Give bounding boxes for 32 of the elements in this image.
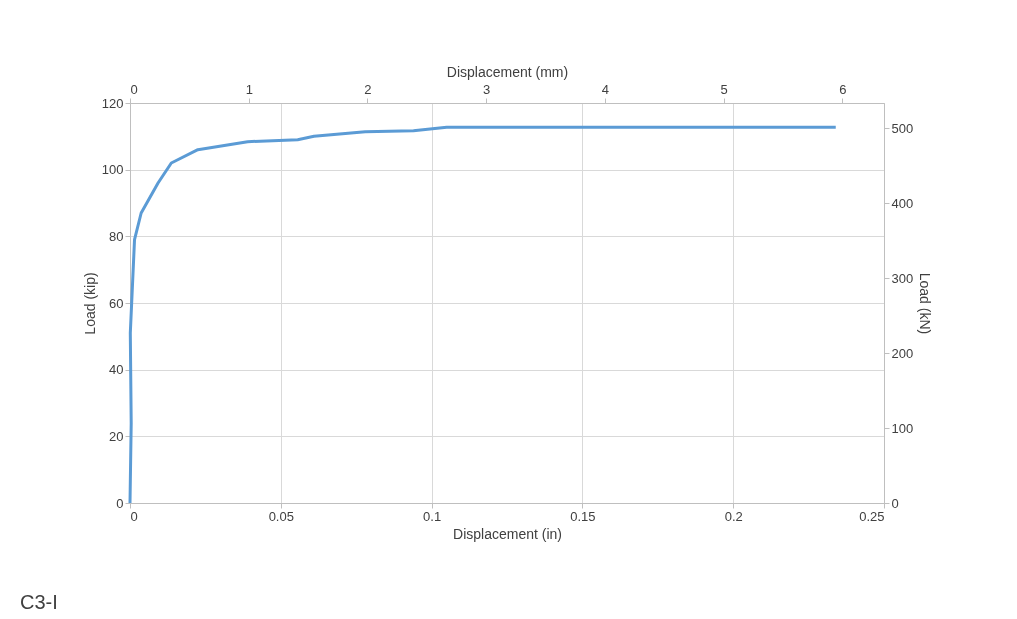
y2-tick-label: 400 [891, 195, 914, 211]
y2-tick-label: 100 [891, 420, 914, 436]
x-tick-label: 0.25 [859, 508, 885, 524]
x2-tick-label: 2 [364, 81, 372, 97]
x2-tick-label: 0 [130, 81, 138, 97]
y-tick-label: 0 [116, 495, 124, 511]
y2-tick-label: 500 [891, 120, 914, 136]
line-series [128, 125, 838, 505]
x-tick-label: 0 [130, 508, 138, 524]
x-tick-label: 0.05 [268, 508, 294, 524]
x-axis-title: Displacement (in) [453, 525, 562, 542]
y2-tick-label: 0 [891, 495, 899, 511]
x2-axis-title: Displacement (mm) [446, 63, 569, 80]
x2-tick-label: 3 [483, 81, 491, 97]
y-axis-title: Load (kip) [81, 272, 98, 335]
y-tick-label: 80 [109, 228, 124, 244]
x2-tick-label: 5 [720, 81, 728, 97]
y2-tick-label: 300 [891, 270, 914, 286]
y-tick-label: 20 [109, 428, 124, 444]
y-tick-label: 100 [101, 162, 124, 178]
y-tick-label: 40 [109, 362, 124, 378]
y-tick-label: 60 [109, 295, 124, 311]
x2-tick-label: 1 [245, 81, 253, 97]
x2-tick-label: 6 [839, 81, 847, 97]
y-tick-label: 120 [101, 95, 124, 111]
y2-tick-label: 200 [891, 345, 914, 361]
y2-axis-title: Load (kN) [917, 272, 934, 335]
x-tick-label: 0.1 [423, 508, 442, 524]
x-tick-label: 0.15 [570, 508, 596, 524]
text: C3-I [20, 591, 58, 613]
x-tick-label: 0.2 [724, 508, 743, 524]
x2-tick-label: 4 [601, 81, 610, 97]
